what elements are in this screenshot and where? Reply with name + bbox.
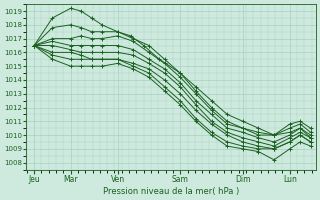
X-axis label: Pression niveau de la mer( hPa ): Pression niveau de la mer( hPa ) — [103, 187, 239, 196]
